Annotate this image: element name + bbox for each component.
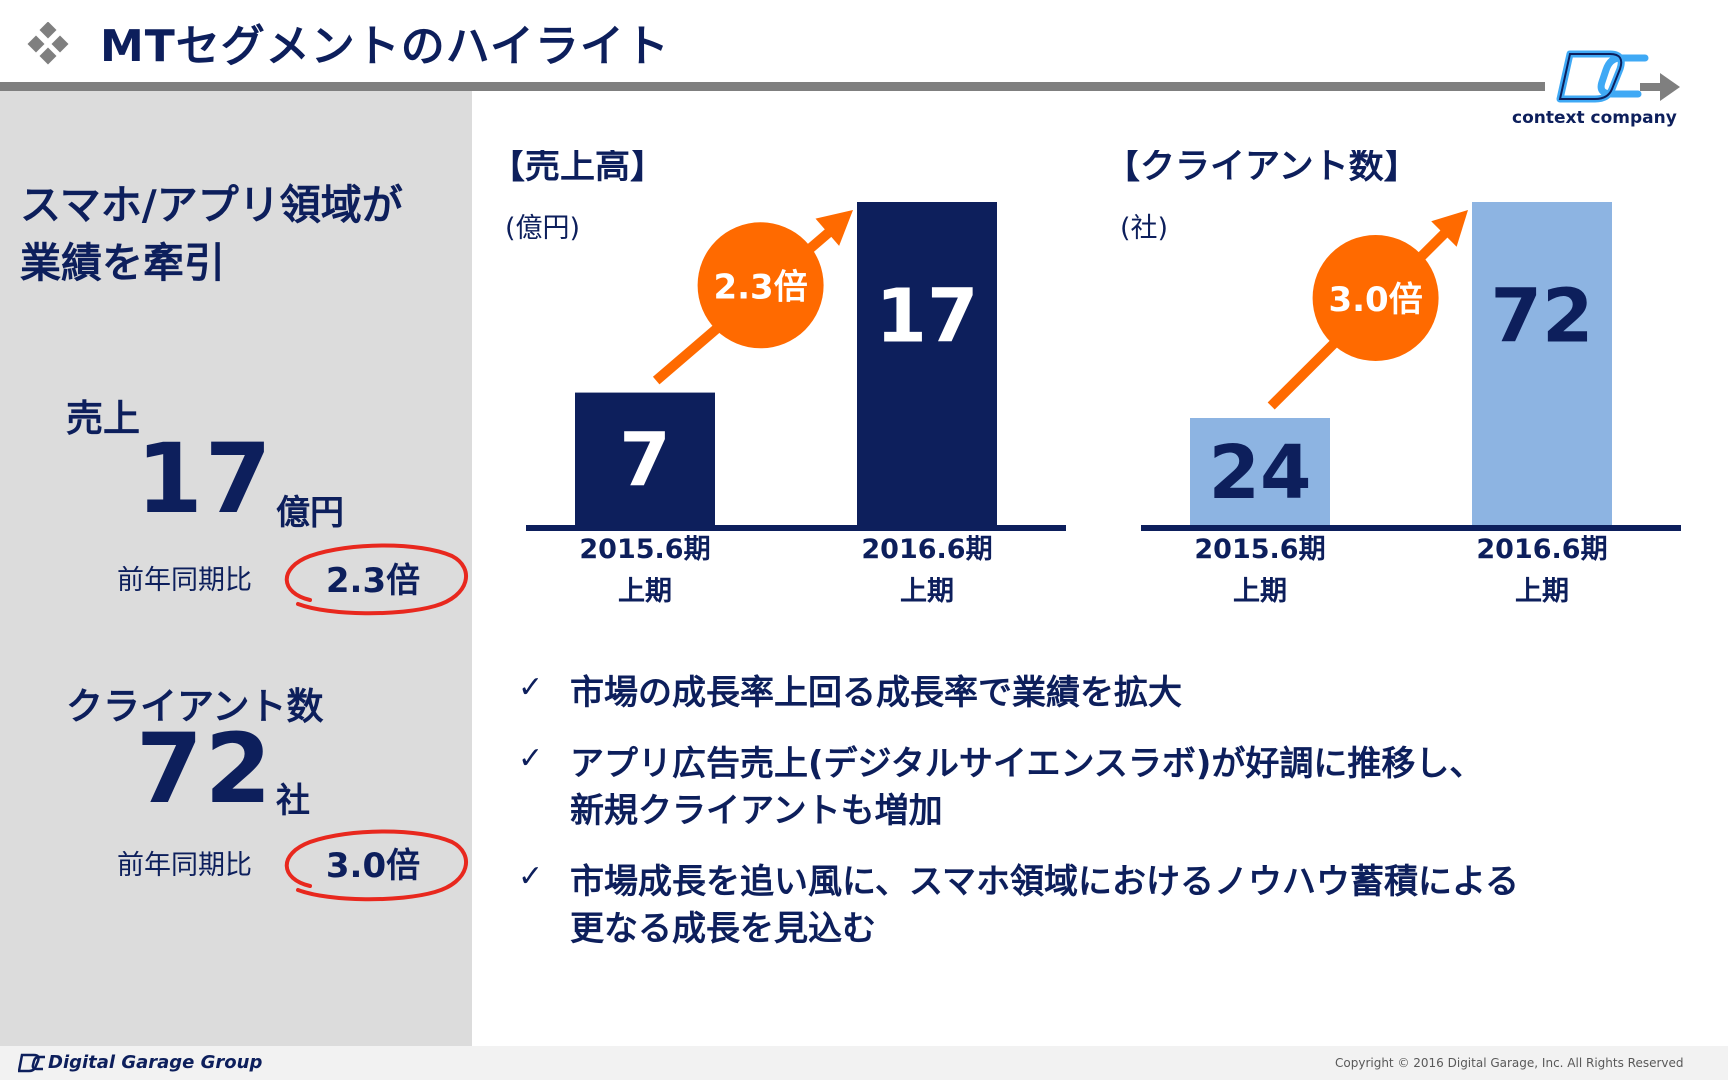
- chart-baseline: [526, 525, 1066, 531]
- footer-bar: [0, 1046, 1728, 1080]
- chart-bar: [575, 392, 715, 526]
- chart-category-label: 2015.6期: [579, 534, 710, 565]
- chart-bar: [857, 202, 997, 526]
- chart-bar: [1190, 418, 1330, 526]
- context-company-logo-icon: [1556, 50, 1649, 103]
- sales-yoy-label: 前年同期比: [117, 565, 252, 596]
- logo-text: context company: [1512, 108, 1677, 128]
- bullet-line: 新規クライアントも増加: [570, 791, 943, 831]
- clients-yoy-label: 前年同期比: [117, 850, 252, 881]
- chart-category-label: 2016.6期: [861, 534, 992, 565]
- chart-category-label: 上期: [1515, 576, 1569, 607]
- header-rule: [0, 82, 1545, 91]
- chart-category-label: 2015.6期: [1194, 534, 1325, 565]
- chart-data-label: 17: [876, 273, 979, 359]
- bullet-line: 市場の成長率上回る成長率で業績を拡大: [570, 673, 1182, 713]
- chart-data-label: 72: [1491, 273, 1594, 359]
- headline: スマホ/アプリ領域が 業績を牽引: [20, 176, 403, 292]
- sales-label: 売上: [66, 397, 140, 440]
- clients-yoy-value: 3.0倍: [325, 846, 421, 886]
- digital-garage-logo-icon: [18, 1053, 45, 1073]
- chart-data-label: 7: [619, 417, 671, 503]
- diamond-bullet-icon: [27, 22, 69, 65]
- arrow-right-icon: [1640, 73, 1680, 101]
- bullet-text: アプリ広告売上(デジタルサイエンスラボ)が好調に推移し、 新規クライアントも増加: [570, 741, 1483, 835]
- growth-badge-label: 3.0倍: [1328, 280, 1422, 320]
- bullet-text: 市場の成長率上回る成長率で業績を拡大: [570, 670, 1182, 717]
- bullet-list: ✓ 市場の成長率上回る成長率で業績を拡大 ✓ アプリ広告売上(デジタルサイエンス…: [518, 670, 1698, 953]
- chart-baseline: [1141, 525, 1681, 531]
- sales-value: 17: [136, 423, 274, 535]
- chart-category-label: 上期: [900, 576, 954, 607]
- headline-line-2: 業績を牽引: [20, 239, 225, 287]
- sales-yoy-circle: [284, 543, 469, 616]
- growth-badge-label: 2.3倍: [713, 267, 807, 307]
- growth-arrow-head: [815, 210, 853, 246]
- clients-label: クライアント数: [66, 685, 324, 728]
- bullet-text: 市場成長を追い風に、スマホ領域におけるノウハウ蓄積による 更なる成長を見込む: [570, 859, 1519, 953]
- chart-title: 【クライアント数】: [1105, 150, 1419, 187]
- sales-unit: 億円: [276, 493, 344, 533]
- check-icon: ✓: [518, 859, 544, 894]
- bullet-item: ✓ 市場成長を追い風に、スマホ領域におけるノウハウ蓄積による 更なる成長を見込む: [518, 859, 1698, 953]
- clients-unit: 社: [276, 781, 310, 821]
- bullet-line: 更なる成長を見込む: [570, 909, 876, 949]
- highlight-panel: [0, 91, 472, 1046]
- chart-category-label: 2016.6期: [1476, 534, 1607, 565]
- check-icon: ✓: [518, 741, 544, 776]
- bullet-line: アプリ広告売上(デジタルサイエンスラボ)が好調に推移し、: [570, 744, 1484, 784]
- page-title: MTセグメントのハイライト: [100, 21, 670, 72]
- chart-bar: [1472, 202, 1612, 526]
- bullet-item: ✓ アプリ広告売上(デジタルサイエンスラボ)が好調に推移し、 新規クライアントも…: [518, 741, 1698, 835]
- chart-unit-label: (億円): [505, 213, 580, 244]
- growth-badge: [697, 222, 824, 349]
- headline-line-1: スマホ/アプリ領域が: [20, 181, 403, 229]
- clients-yoy-circle: [284, 829, 469, 902]
- clients-value: 72: [136, 713, 274, 825]
- chart-category-label: 上期: [1233, 576, 1287, 607]
- bullet-item: ✓ 市場の成長率上回る成長率で業績を拡大: [518, 670, 1698, 717]
- growth-arrow-head: [1431, 210, 1468, 247]
- footer-group-name: Digital Garage Group: [48, 1052, 263, 1073]
- copyright: Copyright © 2016 Digital Garage, Inc. Al…: [1335, 1056, 1684, 1070]
- chart-unit-label: (社): [1120, 213, 1168, 244]
- chart-data-label: 24: [1209, 430, 1312, 516]
- bullet-line: 市場成長を追い風に、スマホ領域におけるノウハウ蓄積による: [570, 862, 1519, 902]
- chart-category-label: 上期: [618, 576, 672, 607]
- sales-yoy-value: 2.3倍: [325, 561, 421, 601]
- growth-badge: [1312, 235, 1439, 361]
- chart-title: 【売上高】: [490, 150, 665, 187]
- check-icon: ✓: [518, 670, 544, 705]
